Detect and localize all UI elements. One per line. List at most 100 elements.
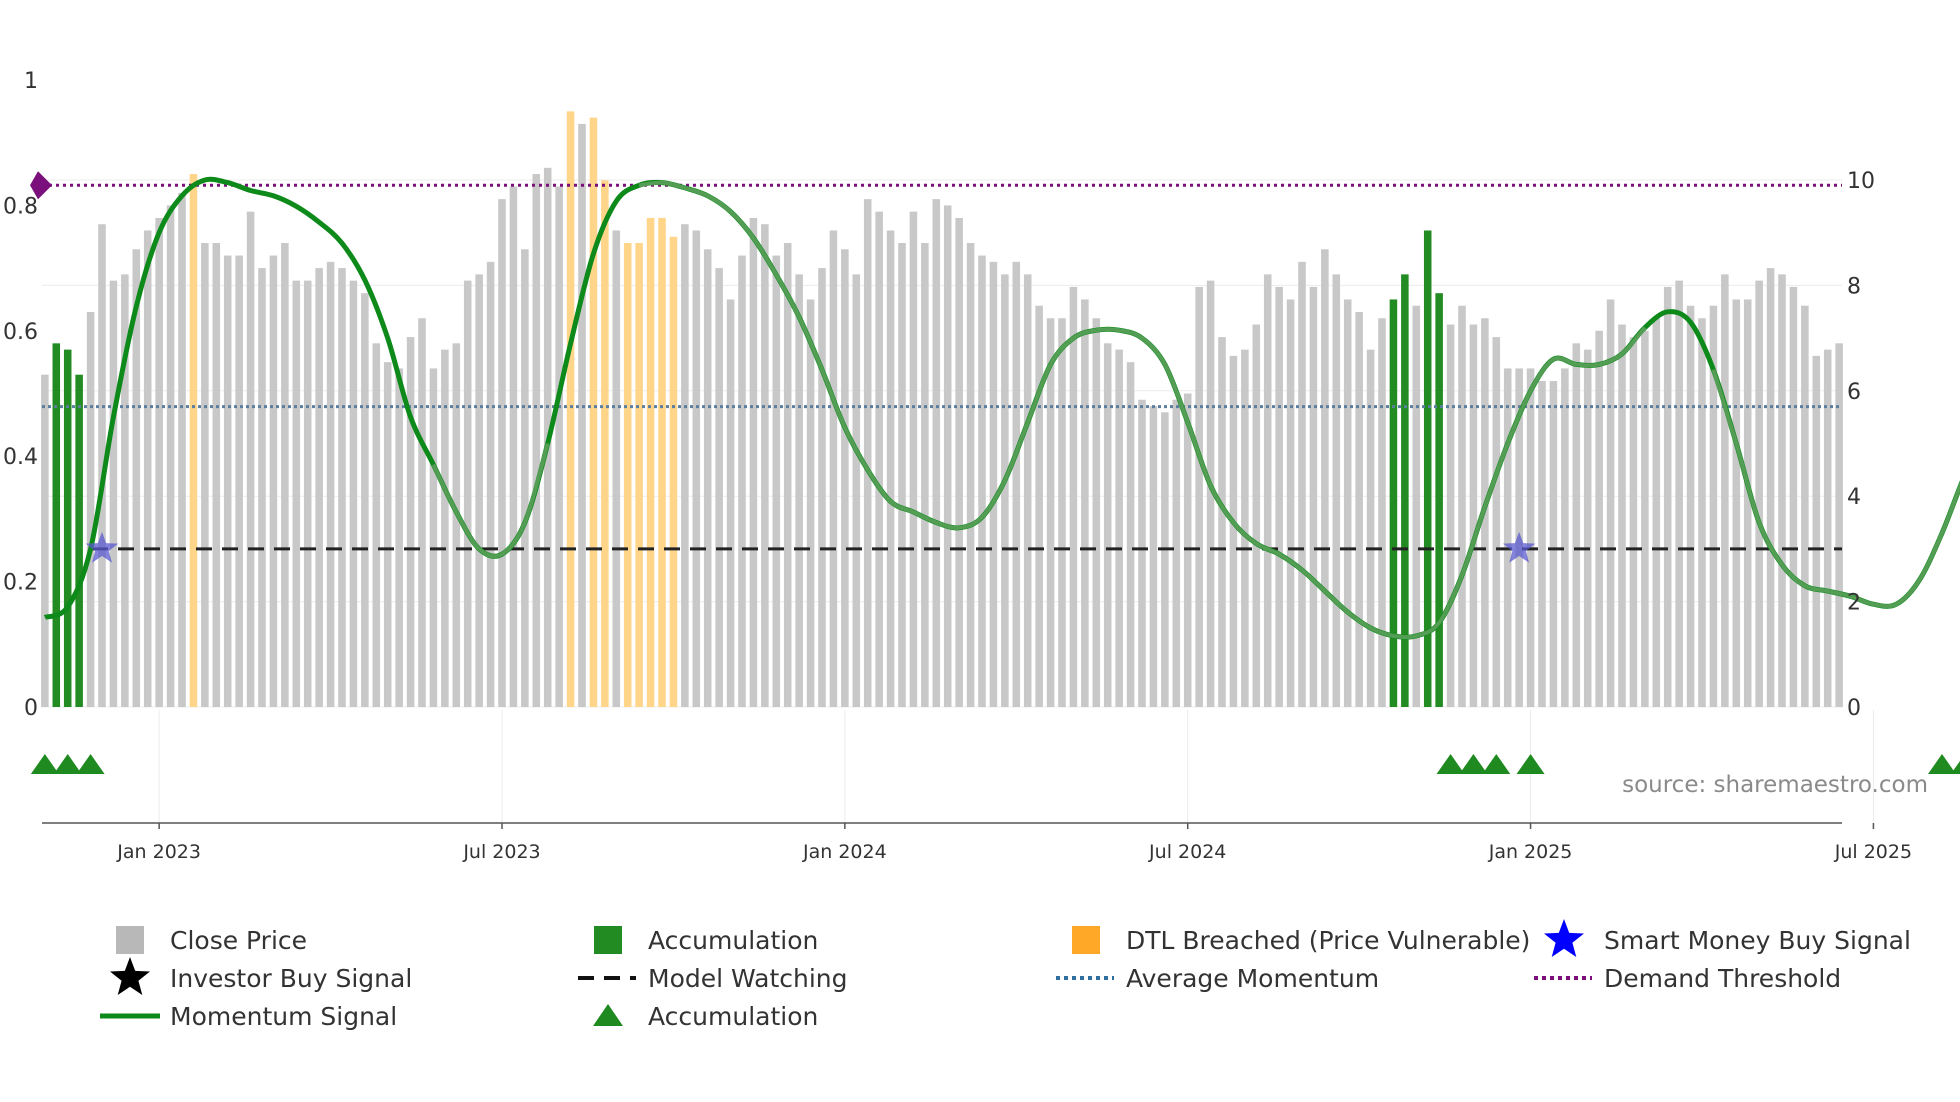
close-price-bar [143, 230, 152, 708]
close-price-bar [1458, 305, 1466, 707]
left-axis-tick: 0.2 [3, 571, 38, 596]
close-price-bar [258, 268, 266, 707]
smart-money-signals [85, 531, 1536, 563]
close-price-bar [1641, 330, 1649, 707]
close-price-bar [1503, 368, 1512, 707]
close-price-bar [1526, 368, 1535, 707]
close-price-bar [212, 243, 221, 707]
price-bars [41, 111, 1843, 708]
legend-item-accumulation-marker: Accumulation [593, 1002, 818, 1031]
accumulation-triangle [53, 754, 82, 774]
smart-money-buy-star [85, 531, 119, 563]
close-price-bar [463, 280, 472, 707]
close-price-bar [155, 217, 163, 707]
accumulation-triangle [1459, 754, 1488, 774]
legend-item-close-price: Close Price [116, 926, 307, 955]
close-price-bar [1069, 286, 1078, 707]
close-price-bar [303, 280, 312, 707]
close-price-bar [1801, 305, 1809, 707]
accumulation-triangle [1482, 754, 1511, 774]
accumulation-bar [1389, 299, 1398, 707]
close-price-bar [498, 199, 506, 707]
close-price-bar [1732, 299, 1741, 707]
close-price-bar [315, 268, 323, 707]
x-axis-tick-label: Jul 2025 [1834, 841, 1912, 863]
close-price-bar [1206, 280, 1215, 707]
close-price-bar [886, 230, 895, 708]
grey-square-icon [116, 926, 144, 954]
close-price-bar [406, 337, 415, 707]
close-price-bar [349, 280, 358, 707]
legend-label: Momentum Signal [170, 1002, 397, 1031]
close-price-bar [612, 230, 621, 708]
close-price-bar [1823, 349, 1832, 707]
close-price-bar [395, 368, 403, 707]
accumulation-bar [75, 374, 83, 707]
close-price-bar [372, 343, 381, 707]
close-price-bar [1023, 274, 1032, 707]
close-price-bar [1366, 349, 1375, 707]
close-price-bar [1275, 286, 1283, 707]
close-price-bar [1595, 330, 1603, 707]
momentum-signal-secondary [431, 442, 550, 559]
close-price-bar [681, 224, 689, 707]
close-price-bar [829, 230, 838, 708]
legend: Close Price Accumulation DTL Breached (P… [100, 919, 1911, 1031]
close-price-bar [1195, 286, 1203, 707]
legend-item-dtl-breached: DTL Breached (Price Vulnerable) [1072, 926, 1530, 955]
left-axis-tick: 1 [24, 69, 38, 94]
close-price-bar [726, 299, 735, 707]
accumulation-triangle [76, 754, 105, 774]
orange-square-icon [1072, 926, 1100, 954]
close-price-bar [1012, 261, 1021, 707]
legend-item-model-watching: Model Watching [578, 964, 848, 993]
close-price-bar [1675, 280, 1683, 707]
right-axis-tick: 10 [1847, 169, 1875, 194]
close-price-bar [1789, 286, 1798, 707]
close-price-bar [1149, 406, 1158, 707]
close-price-bar [109, 280, 118, 707]
close-price-bar [1058, 318, 1066, 707]
dtl-breached-bar [658, 217, 666, 707]
close-price-bar [806, 299, 815, 707]
accumulation-triangle [30, 754, 59, 774]
close-price-bar [966, 243, 975, 707]
close-price-bar [509, 186, 518, 708]
left-axis-tick: 0 [24, 696, 38, 721]
dtl-breached-bar [623, 243, 632, 707]
close-price-bar [1081, 299, 1089, 707]
close-price-bar [1606, 299, 1615, 707]
close-price-bar [943, 205, 952, 707]
close-price-bar [418, 318, 426, 707]
close-price-bar [1046, 318, 1055, 707]
close-price-bar [1172, 399, 1181, 707]
close-price-bar [201, 243, 209, 707]
close-price-bar [909, 211, 918, 708]
right-axis-tick: 6 [1847, 380, 1861, 405]
close-price-bar [1298, 261, 1306, 707]
accumulation-triangle [1516, 754, 1545, 774]
x-axis-tick-label: Jan 2023 [116, 841, 201, 863]
green-triangle-icon [593, 1004, 623, 1026]
close-price-bar [1663, 286, 1672, 707]
legend-item-momentum-signal: Momentum Signal [100, 1002, 397, 1031]
legend-item-investor-buy-signal: Investor Buy Signal [110, 957, 412, 995]
close-price-bar [1835, 343, 1843, 707]
close-price-bar [692, 230, 701, 708]
legend-label: Average Momentum [1126, 964, 1379, 993]
close-price-bar [1412, 305, 1421, 707]
close-price-bar [281, 243, 289, 707]
close-price-bar [292, 280, 301, 707]
close-price-bar [1629, 337, 1638, 707]
dtl-breached-bar [669, 236, 678, 707]
accumulation-triangle [1928, 754, 1956, 774]
legend-label: Investor Buy Signal [170, 964, 412, 993]
momentum-signal-line [43, 176, 1960, 640]
close-price-bar [98, 224, 106, 707]
close-price-bar [486, 261, 495, 707]
close-price-bar [338, 268, 346, 707]
close-price-bar [989, 261, 998, 707]
close-price-bar [783, 243, 792, 707]
momentum-signal-secondary [1711, 369, 1960, 609]
